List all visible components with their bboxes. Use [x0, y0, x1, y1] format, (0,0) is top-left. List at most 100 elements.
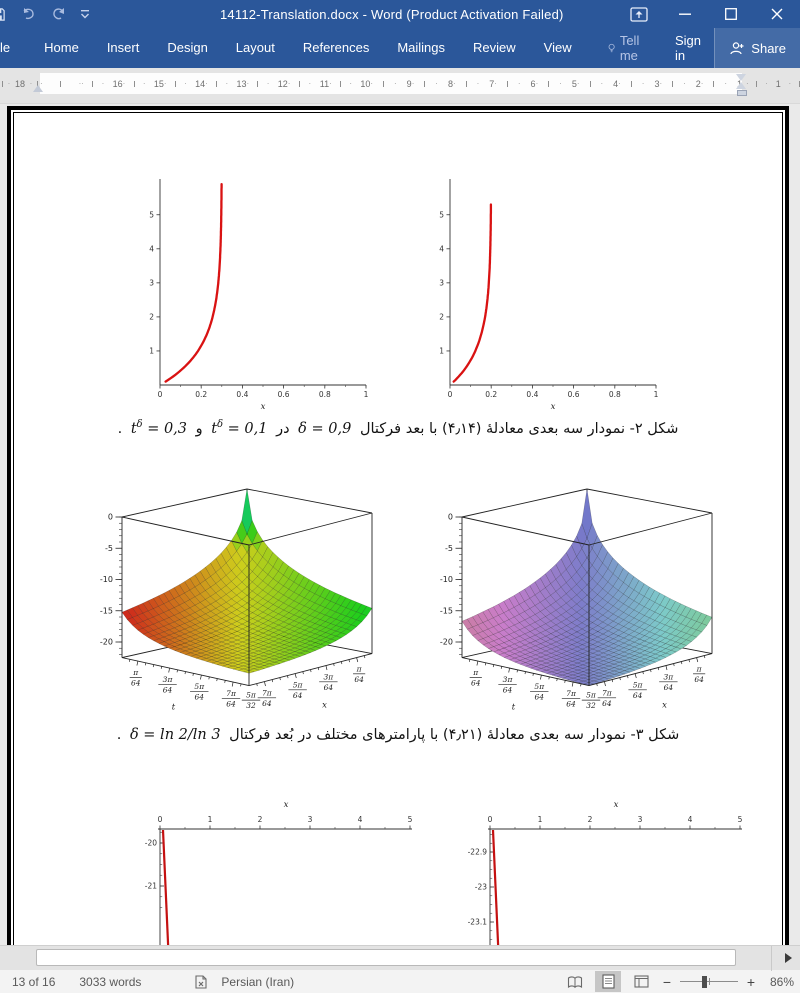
svg-text:-10: -10 — [100, 575, 113, 584]
figure4-plot-right: 0 1 2 3 4 5 x -22.9 -23 -23.1 — [468, 800, 743, 945]
svg-text:5π: 5π — [633, 680, 644, 689]
print-layout-button[interactable] — [595, 971, 621, 992]
tab-references[interactable]: References — [302, 40, 370, 55]
hanging-indent-marker[interactable] — [736, 82, 746, 89]
svg-text:0.4: 0.4 — [236, 390, 248, 399]
svg-text:t: t — [172, 703, 176, 713]
left-indent-marker[interactable] — [33, 85, 43, 92]
left-indent-box-marker[interactable] — [736, 90, 747, 96]
zoom-in-button[interactable]: + — [746, 973, 756, 990]
tell-me-box[interactable]: Tell me — [598, 33, 657, 63]
svg-text:0: 0 — [108, 513, 113, 522]
svg-text:0.6: 0.6 — [278, 390, 290, 399]
svg-text:2: 2 — [439, 312, 444, 321]
zoom-percentage[interactable]: 86% — [769, 974, 794, 989]
tab-layout[interactable]: Layout — [235, 40, 275, 55]
first-line-indent-marker[interactable] — [736, 74, 746, 81]
svg-text:1: 1 — [149, 346, 154, 355]
svg-text:-20: -20 — [440, 638, 453, 647]
figure4-plot-left: 0 1 2 3 4 5 x -20 -21 — [145, 800, 413, 945]
svg-text:2: 2 — [588, 815, 593, 824]
web-layout-button[interactable] — [628, 971, 654, 992]
maximize-button[interactable] — [708, 0, 754, 28]
read-mode-button[interactable] — [562, 971, 588, 992]
proofing-status[interactable] — [193, 974, 209, 990]
window-controls — [616, 0, 800, 28]
print-layout-icon — [601, 974, 615, 989]
svg-text:-23: -23 — [475, 883, 487, 892]
zoom-slider[interactable] — [680, 975, 738, 988]
svg-text:1: 1 — [439, 346, 444, 355]
figure2-plot-left: 0 0.2 0.4 0.6 0.8 1 1 2 3 4 5 x — [149, 179, 369, 412]
save-icon[interactable] — [0, 7, 6, 22]
svg-text:32: 32 — [246, 701, 256, 710]
svg-text:4: 4 — [358, 815, 363, 824]
tab-mailings[interactable]: Mailings — [397, 40, 446, 55]
svg-text:4: 4 — [439, 244, 444, 253]
caption-math-t1: tδ = 0,1 — [211, 419, 268, 437]
language-indicator[interactable]: Persian (Iran) — [221, 974, 295, 989]
horizontal-scrollbar[interactable] — [0, 945, 800, 971]
share-person-icon — [730, 41, 744, 54]
svg-text:π: π — [696, 664, 703, 673]
svg-text:3π: 3π — [503, 675, 514, 684]
scrollbar-thumb[interactable] — [36, 949, 736, 966]
svg-text:3: 3 — [439, 278, 444, 287]
horizontal-ruler[interactable]: · 18 · · · · · 16 · · 15 · · 14 · · 13 · · 12 · · 11 · · 10 · · 9 · · 8… — [0, 73, 800, 96]
caption-math-ln: δ = ln 2/ln 3 — [129, 727, 221, 743]
svg-text:64: 64 — [226, 699, 236, 708]
caption-text: شکل ۲- نمودار سه بعدی معادلهٔ (۴٫۱۴) با … — [359, 420, 679, 437]
caption-text: . — [117, 420, 123, 437]
page-indicator[interactable]: 13 of 16 — [12, 974, 56, 989]
svg-text:0: 0 — [488, 815, 493, 824]
svg-text:7π: 7π — [602, 688, 613, 697]
read-mode-icon — [567, 975, 583, 988]
caption-text: و — [195, 420, 203, 437]
svg-text:2: 2 — [149, 312, 154, 321]
zoom-slider-thumb[interactable] — [702, 976, 708, 988]
sign-in-button[interactable]: Sign in — [674, 33, 701, 63]
close-button[interactable] — [754, 0, 800, 28]
document-area[interactable]: 0 0.2 0.4 0.6 0.8 1 1 2 3 4 5 x 0 0.2 0.4 0.6 0.8 1 1 2 3 4 5… — [0, 104, 800, 945]
tab-review[interactable]: Review — [473, 40, 516, 55]
redo-icon[interactable] — [51, 7, 66, 21]
svg-text:4: 4 — [149, 244, 154, 253]
svg-text:π: π — [472, 668, 479, 677]
undo-icon[interactable] — [20, 7, 37, 21]
document-page: 0 0.2 0.4 0.6 0.8 1 1 2 3 4 5 x 0 0.2 0.4 0.6 0.8 1 1 2 3 4 5… — [7, 106, 789, 945]
svg-text:0.2: 0.2 — [195, 390, 207, 399]
figure2-plot-right: 0 0.2 0.4 0.6 0.8 1 1 2 3 4 5 x — [439, 179, 659, 412]
zoom-out-button[interactable]: − — [662, 973, 672, 990]
minimize-button[interactable] — [662, 0, 708, 28]
svg-text:-21: -21 — [145, 882, 157, 891]
svg-text:π: π — [132, 668, 139, 677]
svg-text:3π: 3π — [163, 675, 174, 684]
word-count[interactable]: 3033 words — [79, 974, 142, 989]
svg-text:7π: 7π — [226, 689, 237, 698]
status-left: 13 of 16 3033 words Persian (Iran) — [0, 974, 302, 990]
tab-home[interactable]: Home — [44, 40, 79, 55]
svg-text:3π: 3π — [324, 672, 335, 681]
customize-quick-access-toolbar-icon[interactable] — [80, 8, 90, 20]
svg-text:-10: -10 — [440, 575, 453, 584]
svg-text:64: 64 — [354, 675, 364, 684]
scroll-right-arrow[interactable] — [785, 953, 792, 963]
tab-design[interactable]: Design — [167, 40, 208, 55]
svg-text:x: x — [662, 701, 667, 711]
svg-text:7π: 7π — [262, 688, 273, 697]
tab-insert[interactable]: Insert — [106, 40, 140, 55]
svg-text:1: 1 — [208, 815, 213, 824]
ribbon-display-options-button[interactable] — [616, 0, 662, 28]
svg-text:5π: 5π — [246, 691, 257, 700]
figure2-caption: شکل ۲- نمودار سه بعدی معادلهٔ (۴٫۱۴) با … — [14, 419, 782, 437]
svg-text:-23.1: -23.1 — [468, 918, 488, 927]
tab-view[interactable]: View — [543, 40, 572, 55]
proofing-error-icon — [195, 974, 207, 989]
tab-file[interactable]: le — [0, 40, 11, 55]
window-title: 14112-Translation.docx - Word (Product A… — [220, 6, 564, 22]
svg-text:1: 1 — [364, 390, 369, 399]
svg-text:t: t — [512, 703, 516, 713]
share-button[interactable]: Share — [714, 28, 800, 68]
